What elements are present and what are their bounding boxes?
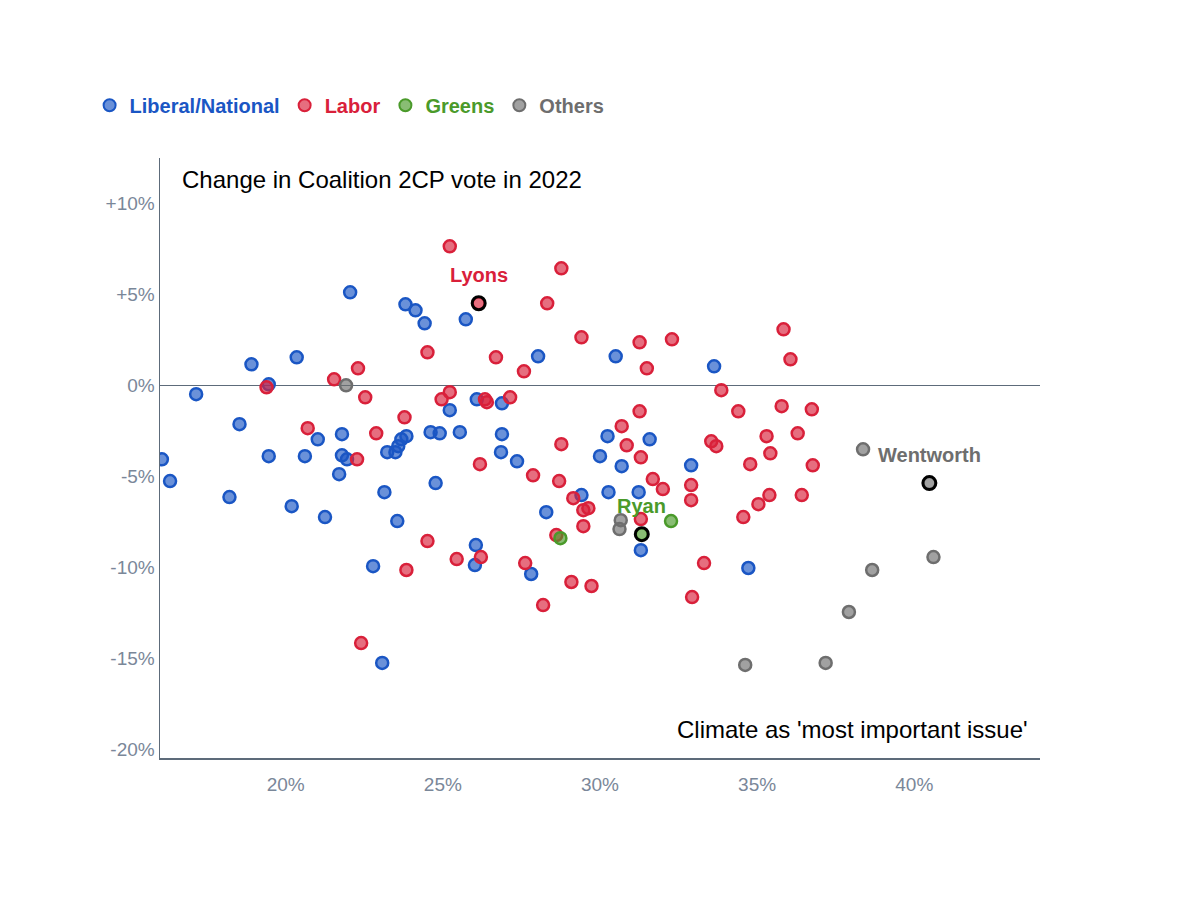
svg-text:Lyons: Lyons <box>450 264 508 286</box>
svg-text:40%: 40% <box>895 774 933 795</box>
svg-text:30%: 30% <box>581 774 619 795</box>
svg-text:Ryan: Ryan <box>617 495 666 517</box>
svg-text:+5%: +5% <box>116 284 155 305</box>
svg-text:-5%: -5% <box>121 466 155 487</box>
svg-text:+10%: +10% <box>106 193 155 214</box>
svg-text:Change in Coalition 2CP vote i: Change in Coalition 2CP vote in 2022 <box>182 166 582 193</box>
svg-text:20%: 20% <box>267 774 305 795</box>
svg-text:-20%: -20% <box>110 739 154 760</box>
svg-text:-15%: -15% <box>110 648 154 669</box>
svg-text:-10%: -10% <box>110 557 154 578</box>
svg-text:Greens: Greens <box>425 95 494 117</box>
svg-text:Labor: Labor <box>325 95 381 117</box>
svg-text:Wentworth: Wentworth <box>878 444 981 466</box>
svg-text:Climate as 'most important iss: Climate as 'most important issue' <box>677 716 1028 743</box>
svg-text:0%: 0% <box>127 375 155 396</box>
svg-text:Others: Others <box>539 95 603 117</box>
svg-text:35%: 35% <box>738 774 776 795</box>
svg-text:Liberal/National: Liberal/National <box>130 95 280 117</box>
svg-text:25%: 25% <box>424 774 462 795</box>
